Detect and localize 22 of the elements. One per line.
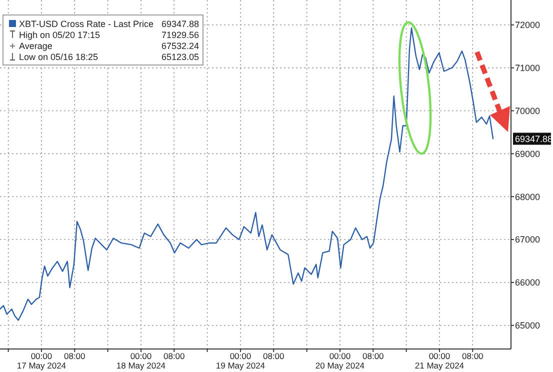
y-tick-label: 72000 bbox=[515, 20, 540, 30]
y-tick-label: 66000 bbox=[515, 278, 540, 288]
x-tick-label: 08:00 bbox=[462, 351, 484, 361]
x-tick-label: 08:00 bbox=[263, 351, 285, 361]
legend-label: XBT-USD Cross Rate - Last Price bbox=[19, 19, 154, 30]
y-tick-label: 69000 bbox=[515, 148, 540, 159]
annotation: 71929.56 bbox=[161, 30, 199, 40]
line-series bbox=[0, 27, 494, 321]
annotation: Average bbox=[19, 41, 52, 52]
annotation: 67532.24 bbox=[161, 41, 199, 52]
x-tick-label: 08:00 bbox=[163, 351, 186, 361]
x-tick-label: 08:00 bbox=[64, 351, 86, 361]
y-tick-label: 67000 bbox=[515, 234, 540, 245]
x-tick-label: 08:00 bbox=[362, 351, 384, 361]
annotation: 65123.05 bbox=[161, 52, 199, 62]
y-tick-label: 68000 bbox=[515, 192, 540, 202]
annotation: 69347.88 bbox=[161, 19, 199, 30]
annotation: High on 05/20 17:15 bbox=[19, 30, 100, 40]
y-tick-label: 71000 bbox=[515, 62, 540, 73]
annotation: Low on 05/16 18:25 bbox=[19, 52, 98, 62]
y-tick-label: 70000 bbox=[515, 106, 540, 116]
y-tick-label: 65000 bbox=[515, 320, 540, 331]
